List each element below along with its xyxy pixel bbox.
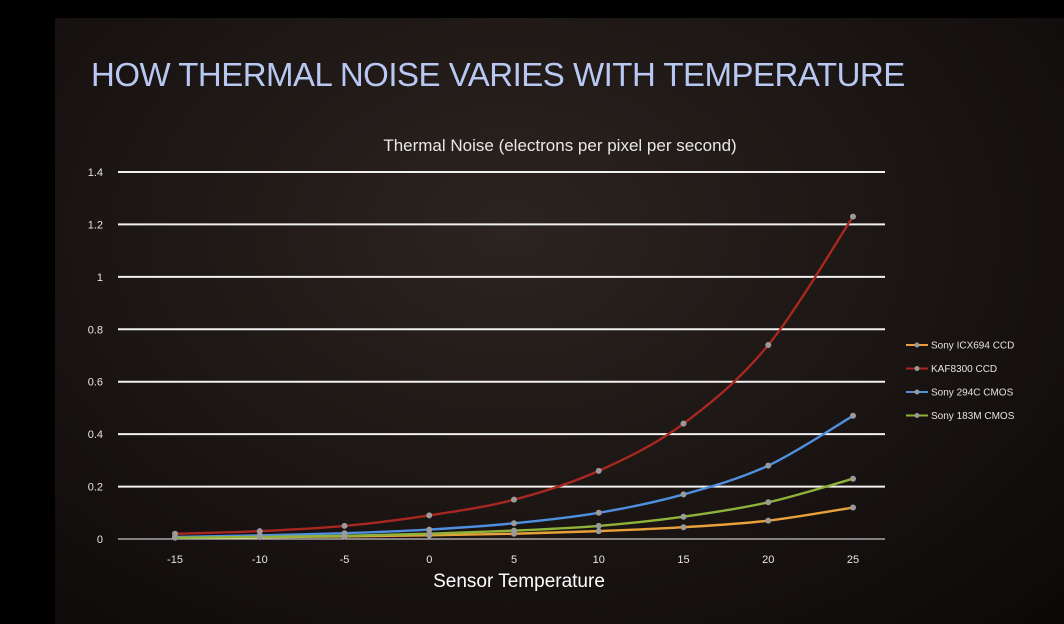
slide-title: HOW THERMAL NOISE VARIES WITH TEMPERATUR… [91,56,905,93]
series-line-1 [174,215,855,535]
legend: Sony ICX694 CCD KAF8300 CCD Sony 294C CMOS… [906,341,1015,422]
data-point [256,528,263,535]
x-tick-label: -5 [340,554,350,566]
x-tick-label: -15 [167,554,183,566]
legend-marker [914,413,920,418]
data-point [341,522,348,529]
data-point [341,532,348,539]
data-point [765,499,772,506]
y-tick-label: 0.2 [88,482,103,494]
x-tick-label: -10 [252,554,268,566]
chart-title: Thermal Noise (electrons per pixel per s… [383,136,736,155]
data-point [850,504,856,511]
data-point [850,412,856,419]
data-point [850,213,856,220]
series-lines [172,213,856,541]
legend-label: Sony ICX694 CCD [931,341,1014,352]
data-point [172,534,178,541]
x-axis-label: Sensor Temperature [433,571,605,592]
x-axis-ticks: -15 -10 -5 0 5 10 15 20 25 [167,554,859,566]
legend-marker [914,342,920,348]
data-point [426,526,433,533]
legend-label: KAF8300 CCD [931,364,997,375]
data-point [765,517,772,524]
x-tick-label: 0 [426,554,432,566]
data-point [595,522,602,529]
data-point [765,342,772,349]
y-tick-label: 0.4 [88,429,103,441]
data-point [426,530,433,537]
x-tick-label: 5 [511,554,517,566]
data-point [511,520,517,527]
data-point [680,420,687,427]
data-point [680,513,687,520]
y-tick-label: 1.2 [88,219,103,231]
data-point [595,528,602,535]
data-point [595,509,602,516]
y-axis-ticks: 0 0.2 0.4 0.6 0.8 1 1.2 1.4 [88,167,103,546]
legend-label: Sony 183M CMOS [931,411,1015,422]
gridlines [118,171,885,540]
x-tick-label: 10 [593,554,605,566]
data-point [680,524,687,531]
x-tick-label: 15 [677,554,689,566]
legend-marker [914,366,920,371]
slide-background [55,18,1064,624]
data-point [511,496,517,503]
data-point [511,527,517,534]
y-tick-label: 0 [97,534,103,546]
data-point [595,467,602,474]
x-tick-label: 25 [847,554,859,566]
y-tick-label: 1 [97,272,103,284]
data-point [426,512,433,519]
legend-label: Sony 294C CMOS [931,388,1014,399]
y-tick-label: 0.6 [88,377,103,389]
y-tick-label: 0.8 [88,324,103,336]
data-point [256,533,263,540]
data-point [765,462,772,469]
y-tick-label: 1.4 [88,167,103,179]
data-point [850,475,856,482]
data-point [680,491,687,498]
x-tick-label: 20 [762,554,774,566]
legend-marker [914,389,920,395]
